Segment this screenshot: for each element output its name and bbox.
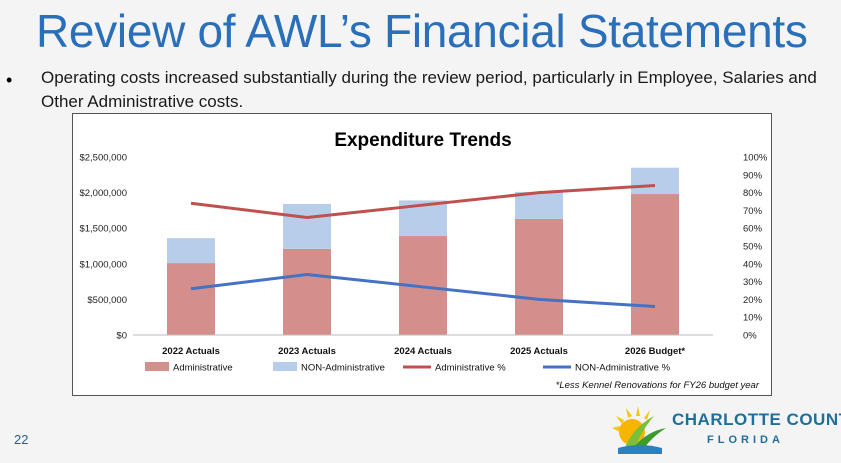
x-tick-label: 2025 Actuals: [510, 346, 568, 357]
chart-svg: Expenditure Trends $0 $500,000 $1,000,000 $1…: [79, 130, 768, 374]
line-administrative-pct: [190, 183, 656, 220]
y-right-tick-label: 60%: [743, 224, 763, 235]
legend-label: NON-Administrative: [301, 363, 385, 374]
y-left-tick-label: $2,500,000: [79, 153, 127, 164]
logo-line2: FLORIDA: [707, 434, 784, 446]
legend-swatch: [145, 362, 169, 371]
y-right-tick-label: 80%: [743, 188, 763, 199]
sun-palm-icon: [612, 406, 666, 454]
bullet-text: Operating costs increased substantially …: [41, 68, 817, 111]
bullet-marker: •: [6, 70, 13, 90]
bar-administrative: [631, 194, 679, 335]
bar-non-administrative: [515, 191, 563, 219]
chart-title: Expenditure Trends: [334, 130, 511, 151]
bar-non-administrative: [283, 203, 331, 249]
bar-administrative: [515, 218, 563, 335]
legend-swatch: [273, 362, 297, 371]
y-left-tick-label: $1,000,000: [79, 259, 127, 270]
y-right-tick-label: 10%: [743, 313, 763, 324]
y-left-tick-label: $0: [116, 331, 127, 342]
charlotte-county-logo: CHARLOTTE COUNTY FLORIDA: [610, 398, 841, 456]
expenditure-chart: Expenditure Trends $0 $500,000 $1,000,000 $1…: [72, 113, 772, 396]
y-left-tick-label: $500,000: [87, 295, 127, 306]
y-left-tick-label: $1,500,000: [79, 224, 127, 235]
x-tick-label: 2023 Actuals: [278, 346, 336, 357]
y-right-tick-label: 40%: [743, 259, 763, 270]
bar-administrative: [283, 248, 331, 335]
line-non-administrative-pct: [190, 272, 656, 309]
bar-non-administrative: [631, 167, 679, 195]
x-tick-label: 2026 Budget*: [625, 346, 685, 357]
y-right-tick-label: 0%: [743, 331, 757, 342]
chart-footnote: *Less Kennel Renovations for FY26 budget…: [555, 380, 759, 391]
x-tick-label: 2022 Actuals: [162, 346, 220, 357]
bar-administrative: [167, 263, 215, 335]
y-right-tick-label: 90%: [743, 170, 763, 181]
legend-label: NON-Administrative %: [575, 363, 671, 374]
y-right-tick-label: 30%: [743, 277, 763, 288]
slide-number: 22: [14, 432, 29, 447]
legend-label: Administrative %: [435, 363, 506, 374]
y-right-tick-label: 20%: [743, 295, 763, 306]
legend-label: Administrative: [173, 363, 233, 374]
bar-non-administrative: [167, 238, 215, 264]
y-right-tick-label: 50%: [743, 242, 763, 253]
y-right-tick-label: 70%: [743, 206, 763, 217]
y-right-tick-label: 100%: [743, 153, 768, 164]
logo-line1: CHARLOTTE COUNTY: [672, 410, 841, 429]
x-tick-label: 2024 Actuals: [394, 346, 452, 357]
slide-title: Review of AWL’s Financial Statements: [36, 5, 808, 57]
y-left-tick-label: $2,000,000: [79, 188, 127, 199]
